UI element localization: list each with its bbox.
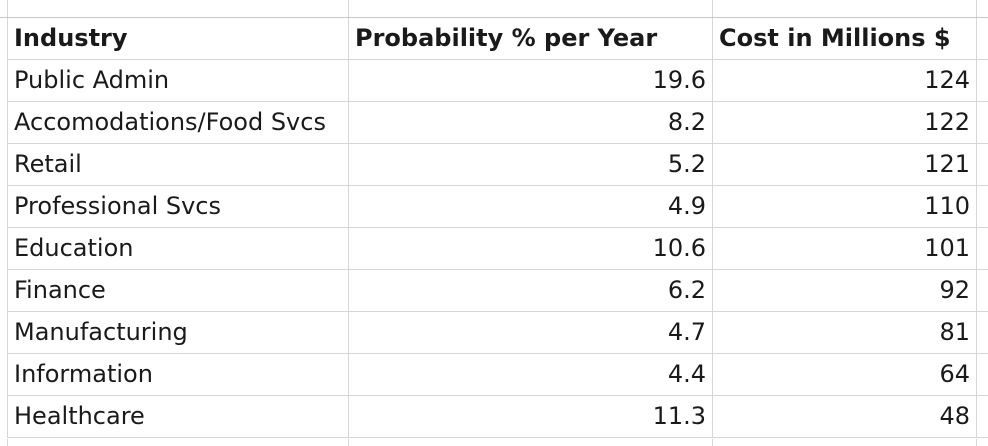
cell-cost[interactable]: 64: [712, 353, 977, 396]
partial-row-below: [7, 439, 988, 446]
cell-industry[interactable]: Retail: [7, 143, 349, 186]
header-cell-cost[interactable]: Cost in Millions $: [712, 18, 977, 60]
empty-cell[interactable]: [976, 101, 988, 144]
gridline: [348, 0, 349, 17]
partial-row-above: [0, 0, 988, 18]
table-row: Healthcare 11.3 48: [7, 395, 988, 438]
gridline: [976, 439, 977, 446]
cell-probability[interactable]: 19.6: [348, 59, 713, 102]
empty-cell[interactable]: [976, 185, 988, 228]
gridline: [7, 439, 8, 446]
empty-cell[interactable]: [976, 395, 988, 438]
cell-industry[interactable]: Professional Svcs: [7, 185, 349, 228]
cell-probability[interactable]: 4.7: [348, 311, 713, 354]
table-row: Accomodations/Food Svcs 8.2 122: [7, 101, 988, 144]
cell-probability[interactable]: 6.2: [348, 269, 713, 312]
cell-industry[interactable]: Manufacturing: [7, 311, 349, 354]
table-row: Public Admin 19.6 124: [7, 59, 988, 102]
header-cell-probability[interactable]: Probability % per Year: [348, 18, 713, 60]
empty-cell[interactable]: [976, 227, 988, 270]
empty-cell[interactable]: [976, 59, 988, 102]
cell-probability[interactable]: 5.2: [348, 143, 713, 186]
cell-cost[interactable]: 121: [712, 143, 977, 186]
cell-probability[interactable]: 10.6: [348, 227, 713, 270]
cell-cost[interactable]: 124: [712, 59, 977, 102]
cell-cost[interactable]: 122: [712, 101, 977, 144]
gridline: [976, 0, 977, 17]
cell-probability[interactable]: 11.3: [348, 395, 713, 438]
gridline: [712, 439, 713, 446]
header-cell-industry[interactable]: Industry: [7, 18, 349, 60]
cell-probability[interactable]: 8.2: [348, 101, 713, 144]
table-row: Manufacturing 4.7 81: [7, 311, 988, 354]
cell-industry[interactable]: Information: [7, 353, 349, 396]
cell-cost[interactable]: 101: [712, 227, 977, 270]
data-table: Industry Probability % per Year Cost in …: [7, 18, 988, 438]
cell-probability[interactable]: 4.4: [348, 353, 713, 396]
table-row: Education 10.6 101: [7, 227, 988, 270]
cell-industry[interactable]: Public Admin: [7, 59, 349, 102]
empty-cell[interactable]: [976, 143, 988, 186]
cell-industry[interactable]: Healthcare: [7, 395, 349, 438]
empty-cell[interactable]: [976, 353, 988, 396]
cell-industry[interactable]: Accomodations/Food Svcs: [7, 101, 349, 144]
cell-industry[interactable]: Finance: [7, 269, 349, 312]
cell-industry[interactable]: Education: [7, 227, 349, 270]
empty-cell[interactable]: [976, 269, 988, 312]
table-row: Retail 5.2 121: [7, 143, 988, 186]
gridline: [7, 0, 8, 17]
header-row: Industry Probability % per Year Cost in …: [7, 18, 988, 60]
table-row: Information 4.4 64: [7, 353, 988, 396]
table-row: Professional Svcs 4.9 110: [7, 185, 988, 228]
cell-cost[interactable]: 92: [712, 269, 977, 312]
gridline: [712, 0, 713, 17]
empty-cell[interactable]: [976, 18, 988, 60]
cell-probability[interactable]: 4.9: [348, 185, 713, 228]
cell-cost[interactable]: 81: [712, 311, 977, 354]
empty-cell[interactable]: [976, 311, 988, 354]
cell-cost[interactable]: 48: [712, 395, 977, 438]
gridline: [348, 439, 349, 446]
cell-cost[interactable]: 110: [712, 185, 977, 228]
table-row: Finance 6.2 92: [7, 269, 988, 312]
